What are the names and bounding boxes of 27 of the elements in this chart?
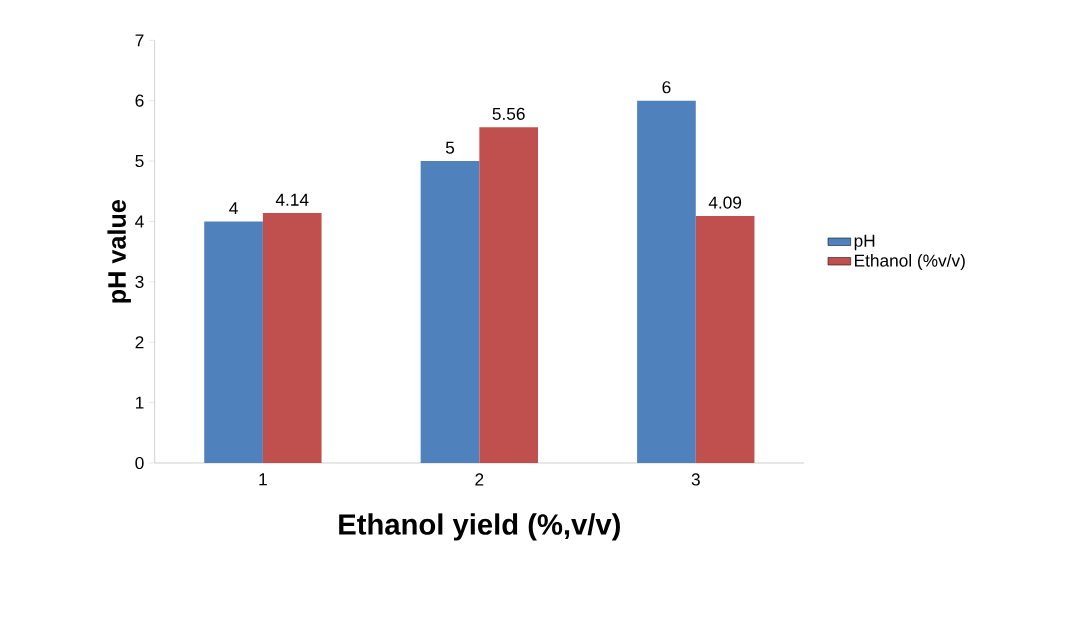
x-tick-label: 2: [475, 473, 484, 486]
x-axis-title: Ethanol yield (%,v/v): [339, 513, 620, 541]
bar: [637, 100, 696, 463]
bar: [204, 221, 263, 463]
legend-label: pH: [854, 234, 875, 251]
data-label: 5.56: [492, 107, 525, 120]
y-tick-label: 0: [135, 456, 144, 470]
x-tick-label: 1: [259, 473, 267, 486]
y-tick-label: 6: [135, 94, 144, 107]
y-axis-title: pH value: [107, 199, 131, 303]
data-label: 6: [662, 81, 671, 94]
bar: [262, 213, 322, 463]
bar: [695, 216, 755, 463]
data-label: 4.09: [708, 196, 742, 209]
y-tick-label: 7: [135, 34, 144, 47]
data-label: 4.14: [275, 193, 309, 206]
legend-label: Ethanol (%v/v): [855, 254, 965, 271]
y-tick-label: 5: [135, 155, 144, 168]
y-tick-label: 4: [135, 215, 144, 228]
y-tick-label: 3: [135, 275, 144, 288]
y-tick-label: 1: [136, 396, 144, 409]
data-label: 5: [445, 141, 455, 154]
bar: [479, 127, 539, 463]
x-tick-label: 3: [691, 473, 700, 486]
bar: [420, 161, 480, 463]
data-label: 4: [229, 202, 238, 215]
y-tick-label: 2: [135, 336, 144, 349]
